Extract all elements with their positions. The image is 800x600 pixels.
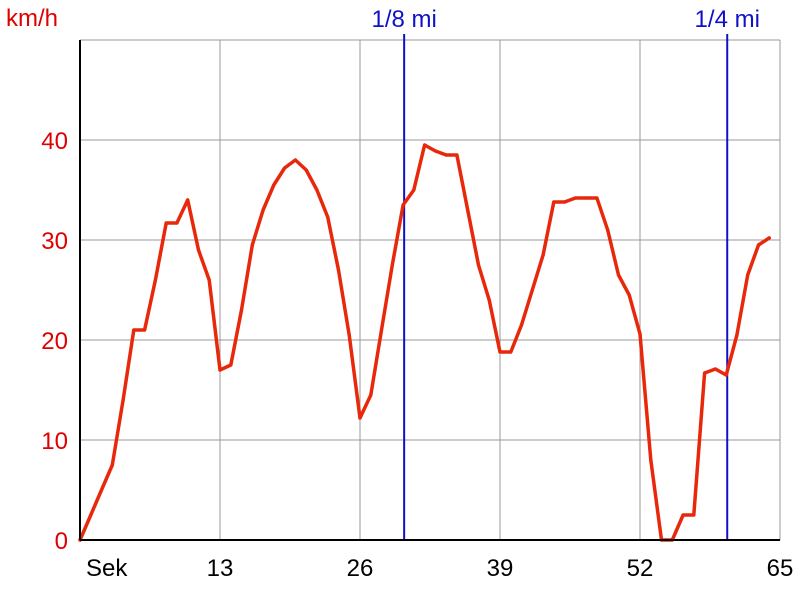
y-tick-label: 40 (41, 128, 68, 155)
data-point (196, 248, 201, 252)
x-tick-label: 26 (347, 555, 374, 582)
data-point (487, 298, 491, 302)
data-point (261, 208, 265, 212)
data-point (552, 200, 556, 204)
data-point (573, 196, 577, 200)
data-point (444, 153, 448, 157)
plot-area (80, 40, 780, 540)
data-point (563, 200, 567, 204)
y-axis-label: km/h (6, 5, 58, 32)
data-point (616, 273, 621, 277)
data-point (110, 463, 114, 467)
data-point (218, 368, 222, 372)
data-point (153, 278, 157, 282)
data-point (455, 153, 459, 157)
data-point (703, 371, 707, 375)
data-point (638, 332, 642, 336)
y-tick-labels: 0 10 20 30 40 (41, 128, 68, 555)
data-point (347, 333, 351, 337)
data-point (293, 158, 297, 162)
data-point (239, 308, 244, 312)
data-point (746, 273, 750, 277)
data-point (423, 143, 427, 147)
data-point (692, 513, 696, 517)
x-tick-label: 65 (767, 555, 794, 582)
distance-marker-label: 1/4 mi (695, 6, 760, 33)
data-point (681, 513, 685, 517)
data-point (401, 203, 405, 207)
data-point (272, 183, 276, 187)
data-point (358, 416, 362, 420)
x-tick-label: Sek (86, 555, 128, 582)
data-point (304, 168, 308, 172)
data-point (519, 323, 524, 327)
data-point (595, 196, 599, 200)
data-point (735, 333, 739, 337)
data-point (390, 263, 394, 267)
data-point (756, 243, 761, 247)
data-point (89, 513, 93, 517)
speed-series-points (78, 143, 771, 542)
data-point (326, 215, 330, 219)
data-point (283, 166, 287, 170)
x-tick-label: 39 (487, 555, 514, 582)
data-point (412, 188, 416, 192)
data-point (724, 373, 728, 377)
data-point (336, 268, 341, 272)
y-tick-label: 30 (41, 228, 68, 255)
data-point (433, 149, 437, 153)
vertical-gridlines (219, 40, 781, 540)
data-point (132, 328, 136, 332)
data-point (369, 393, 373, 397)
data-point (606, 228, 610, 232)
data-point (250, 243, 254, 247)
y-tick-label: 0 (55, 528, 68, 555)
x-tick-label: 52 (627, 555, 654, 582)
distance-marker-label: 1/8 mi (371, 6, 436, 33)
data-point (121, 398, 125, 402)
data-point (584, 196, 588, 200)
data-point (175, 221, 179, 225)
data-point (713, 367, 717, 371)
y-tick-label: 20 (41, 328, 68, 355)
data-point (509, 350, 513, 354)
data-point (229, 363, 233, 367)
data-point (143, 328, 147, 332)
x-tick-label: 13 (207, 555, 234, 582)
data-point (186, 198, 190, 202)
data-point (164, 221, 168, 225)
data-point (627, 293, 631, 297)
data-point (530, 288, 534, 292)
data-point (541, 253, 545, 257)
data-point (379, 328, 384, 332)
data-point (207, 278, 211, 282)
x-tick-labels: Sek 13 26 39 52 65 (86, 555, 793, 582)
data-point (476, 263, 481, 267)
data-point (466, 208, 470, 212)
data-point (99, 488, 104, 492)
data-point (649, 458, 653, 462)
data-point (767, 236, 771, 240)
data-point (315, 188, 319, 192)
data-point (498, 350, 502, 354)
y-tick-label: 10 (41, 428, 68, 455)
horizontal-gridlines (80, 39, 780, 441)
distance-markers: 1/8 mi 1/4 mi (371, 6, 760, 540)
